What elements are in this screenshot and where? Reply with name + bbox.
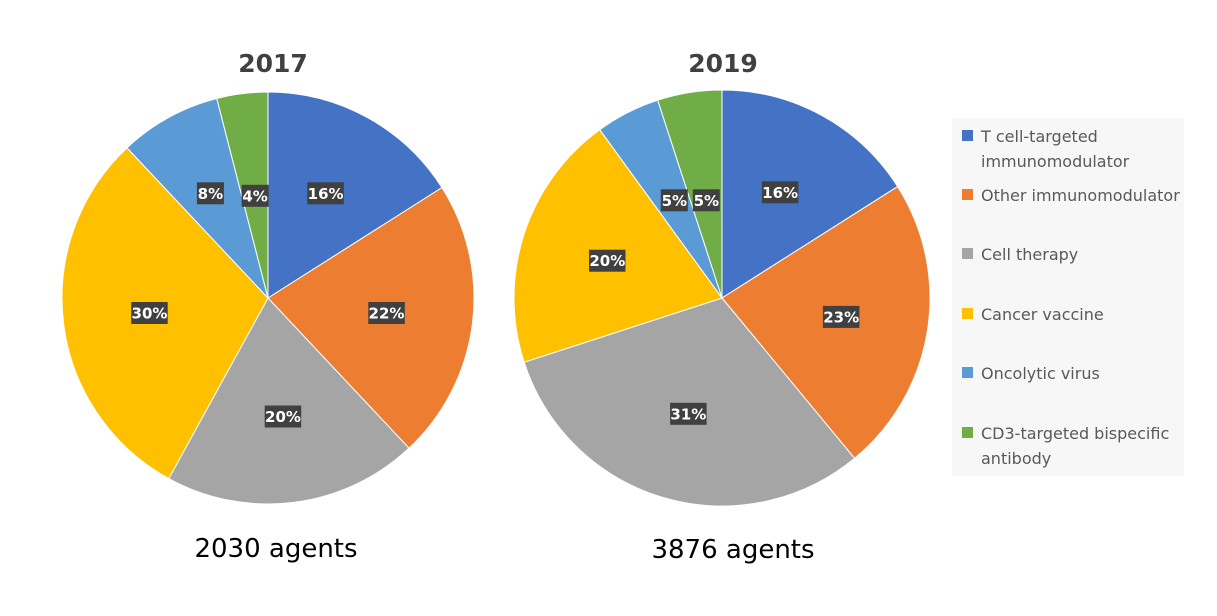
legend-swatch bbox=[962, 130, 973, 141]
data-label-box bbox=[307, 182, 344, 205]
pie-slice-cell-therapy bbox=[168, 297, 410, 505]
legend-label: Other immunomodulator bbox=[981, 186, 1180, 205]
data-label-box bbox=[670, 402, 707, 425]
legend-item-other-immunomodulator: Other immunomodulator bbox=[962, 183, 1182, 208]
data-label-box bbox=[241, 184, 269, 207]
legend-swatch bbox=[962, 189, 973, 200]
legend-swatch bbox=[962, 427, 973, 438]
pie-slice-t-cell-targeted-immunomodulator bbox=[267, 91, 443, 299]
pie-slice-t-cell-targeted-immunomodulator bbox=[721, 89, 899, 299]
data-label-text: 5% bbox=[662, 192, 687, 210]
data-label: 16% bbox=[307, 182, 344, 205]
data-label: 16% bbox=[761, 181, 799, 204]
data-label-text: 23% bbox=[823, 308, 859, 326]
legend-item-cell-therapy: Cell therapy bbox=[962, 242, 1182, 267]
legend-swatch bbox=[962, 248, 973, 259]
legend: T cell-targeted immunomodulator Other im… bbox=[952, 118, 1184, 476]
data-label-box bbox=[131, 302, 168, 324]
legend-label: T cell-targeted immunomodulator bbox=[981, 127, 1130, 171]
data-label-text: 8% bbox=[198, 185, 223, 203]
legend-label: CD3-targeted bispecific antibody bbox=[981, 424, 1170, 468]
data-label-text: 30% bbox=[132, 305, 168, 323]
data-label-box bbox=[822, 305, 860, 328]
data-label: 23% bbox=[822, 305, 860, 328]
data-label-text: 16% bbox=[308, 185, 344, 203]
pie-title-2017: 2017 bbox=[238, 49, 308, 78]
pie-slice-cd3-targeted-bispecific-antibody bbox=[657, 89, 723, 299]
pie-slice-cell-therapy bbox=[523, 297, 856, 507]
data-label-text: 20% bbox=[589, 252, 625, 270]
data-label: 22% bbox=[368, 302, 405, 324]
data-label: 5% bbox=[692, 189, 720, 212]
data-label: 31% bbox=[670, 402, 707, 425]
data-label: 8% bbox=[196, 182, 224, 205]
legend-label: Cancer vaccine bbox=[981, 305, 1104, 324]
pie-2019: 16% 23% 31% 20% 5% 5% bbox=[513, 89, 931, 507]
pie-slice-cancer-vaccine bbox=[513, 129, 723, 363]
legend-label: Cell therapy bbox=[981, 245, 1079, 264]
legend-item-cd3-bispecific: CD3-targeted bispecific antibody bbox=[962, 421, 1182, 471]
data-label: 20% bbox=[589, 249, 626, 272]
data-label-box bbox=[589, 249, 626, 272]
data-label: 30% bbox=[131, 302, 168, 324]
legend-label: Oncolytic virus bbox=[981, 364, 1100, 383]
data-label-box bbox=[761, 181, 799, 204]
data-label: 20% bbox=[264, 405, 302, 428]
data-label-text: 22% bbox=[369, 305, 405, 323]
data-label: 5% bbox=[660, 189, 688, 212]
data-label-box bbox=[196, 182, 224, 205]
data-label-text: 20% bbox=[265, 408, 301, 426]
legend-item-cancer-vaccine: Cancer vaccine bbox=[962, 302, 1182, 327]
pie-caption-2017: 2030 agents bbox=[194, 534, 357, 564]
data-label-box bbox=[368, 302, 405, 324]
legend-item-oncolytic-virus: Oncolytic virus bbox=[962, 361, 1182, 386]
legend-swatch bbox=[962, 367, 973, 378]
legend-item-t-cell: T cell-targeted immunomodulator bbox=[962, 124, 1182, 174]
data-label-text: 4% bbox=[242, 187, 267, 205]
data-label-text: 5% bbox=[694, 192, 719, 210]
legend-swatch bbox=[962, 308, 973, 319]
data-label-text: 16% bbox=[762, 184, 798, 202]
data-label-box bbox=[660, 189, 688, 212]
data-label-box bbox=[692, 189, 720, 212]
pie-caption-2019: 3876 agents bbox=[651, 535, 814, 565]
data-label-box bbox=[264, 405, 302, 428]
data-label: 4% bbox=[241, 184, 269, 207]
data-label-text: 31% bbox=[670, 405, 706, 423]
pie-title-2019: 2019 bbox=[688, 49, 758, 78]
pie-2017: 16% 22% 20% 30% 8% 4% bbox=[61, 91, 475, 505]
